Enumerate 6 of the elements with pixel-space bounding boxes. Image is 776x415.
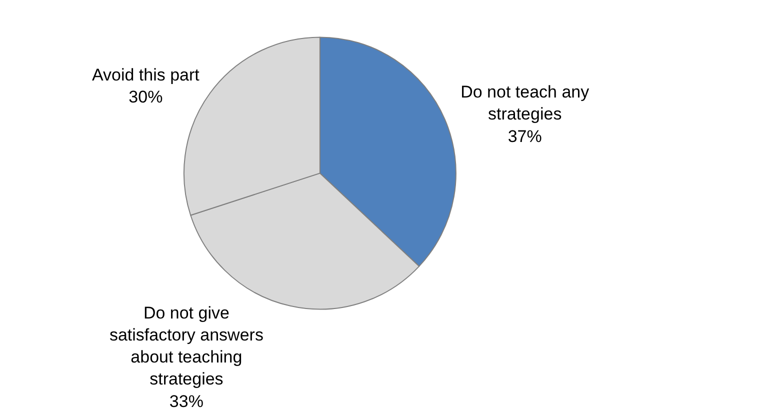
slice-label: Do not teach any strategies	[460, 82, 590, 124]
slice-label: Do not give satisfactory answers about teaching strategies	[109, 303, 264, 389]
slice-label: Avoid this part	[92, 66, 200, 85]
data-label: 33%	[169, 392, 204, 411]
data-label: 30%	[128, 88, 163, 107]
data-label: 37%	[508, 126, 542, 146]
